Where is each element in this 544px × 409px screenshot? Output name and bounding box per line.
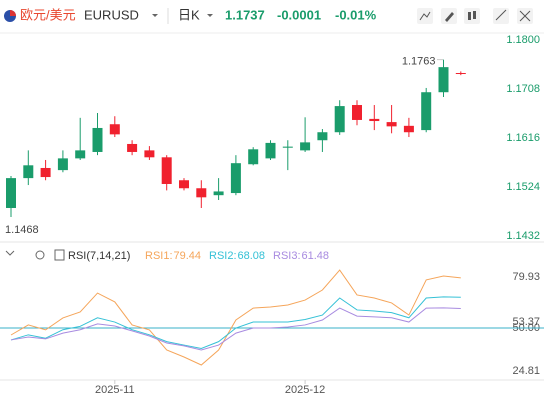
legend-name: RSI3 xyxy=(273,250,297,262)
dropdown-arrow[interactable] xyxy=(152,14,158,17)
candle-body xyxy=(109,124,120,135)
change-pct: -0.01% xyxy=(335,7,377,22)
candle-body xyxy=(179,180,189,189)
candle-body xyxy=(40,167,51,178)
low-label: 1.1468 xyxy=(5,224,39,236)
pair-name: 欧元/美元 xyxy=(20,7,76,22)
candle-body xyxy=(248,149,259,165)
y-tick-label: 1.1708 xyxy=(506,83,540,95)
y-tick-label: 1.1800 xyxy=(506,34,540,46)
candle-body xyxy=(438,67,449,93)
rsi-title: RSI(7,14,21) xyxy=(68,250,130,262)
candle-body xyxy=(6,178,16,208)
legend-sep: : xyxy=(169,250,172,262)
candle-body xyxy=(300,142,311,151)
legend-sep: : xyxy=(297,250,300,262)
period[interactable]: 日K xyxy=(178,7,200,22)
indicator-icon[interactable] xyxy=(54,249,65,261)
candle-body xyxy=(92,127,103,152)
candle-body xyxy=(144,150,155,158)
last-price: 1.1737 xyxy=(225,7,265,22)
rsi-line xyxy=(10,296,461,349)
toolbar[interactable] xyxy=(417,8,533,24)
x-tick-label: 2025-12 xyxy=(285,384,325,396)
y-tick-label: 1.1524 xyxy=(506,181,540,193)
y-tick-label: 53.37 xyxy=(512,316,540,328)
candle-body xyxy=(265,142,276,159)
candle-body xyxy=(369,118,380,122)
candle-body xyxy=(23,165,34,179)
collapse-icon[interactable] xyxy=(5,250,15,256)
legend-name: RSI1 xyxy=(145,250,169,262)
candle-body xyxy=(127,143,138,152)
dropdown-arrow[interactable] xyxy=(207,14,213,17)
legend-value: 61.48 xyxy=(301,250,329,262)
high-label: 1.1763 xyxy=(402,56,436,68)
x-tick-label: 2025-11 xyxy=(95,384,135,396)
candle-body xyxy=(213,191,224,196)
symbol: EURUSD xyxy=(84,7,139,22)
legend-sep: : xyxy=(233,250,236,262)
candle-body xyxy=(196,188,207,198)
candle-body xyxy=(334,106,345,133)
candle-body xyxy=(455,73,466,75)
y-tick-label: 79.93 xyxy=(512,271,540,283)
candle-body xyxy=(230,163,241,194)
candle-body xyxy=(403,125,414,133)
candle-body xyxy=(75,150,86,159)
y-tick-label: 1.1616 xyxy=(506,132,540,144)
candle-body xyxy=(57,158,68,171)
rsi-line xyxy=(10,269,461,366)
rsi-line xyxy=(10,307,461,351)
candle-body xyxy=(386,122,397,127)
flag-icon xyxy=(4,10,16,22)
y-tick-label: 24.81 xyxy=(512,365,540,377)
legend-name: RSI2 xyxy=(209,250,233,262)
candle-body xyxy=(421,92,432,131)
candle-body xyxy=(161,157,172,184)
candle-body xyxy=(317,132,328,141)
candle-body xyxy=(352,105,362,120)
legend-value: 79.44 xyxy=(173,250,201,262)
candle-body xyxy=(282,146,293,148)
settings-icon[interactable] xyxy=(35,250,45,260)
legend-value: 68.08 xyxy=(237,250,265,262)
change: -0.0001 xyxy=(277,7,321,22)
y-tick-label: 1.1432 xyxy=(506,230,540,242)
